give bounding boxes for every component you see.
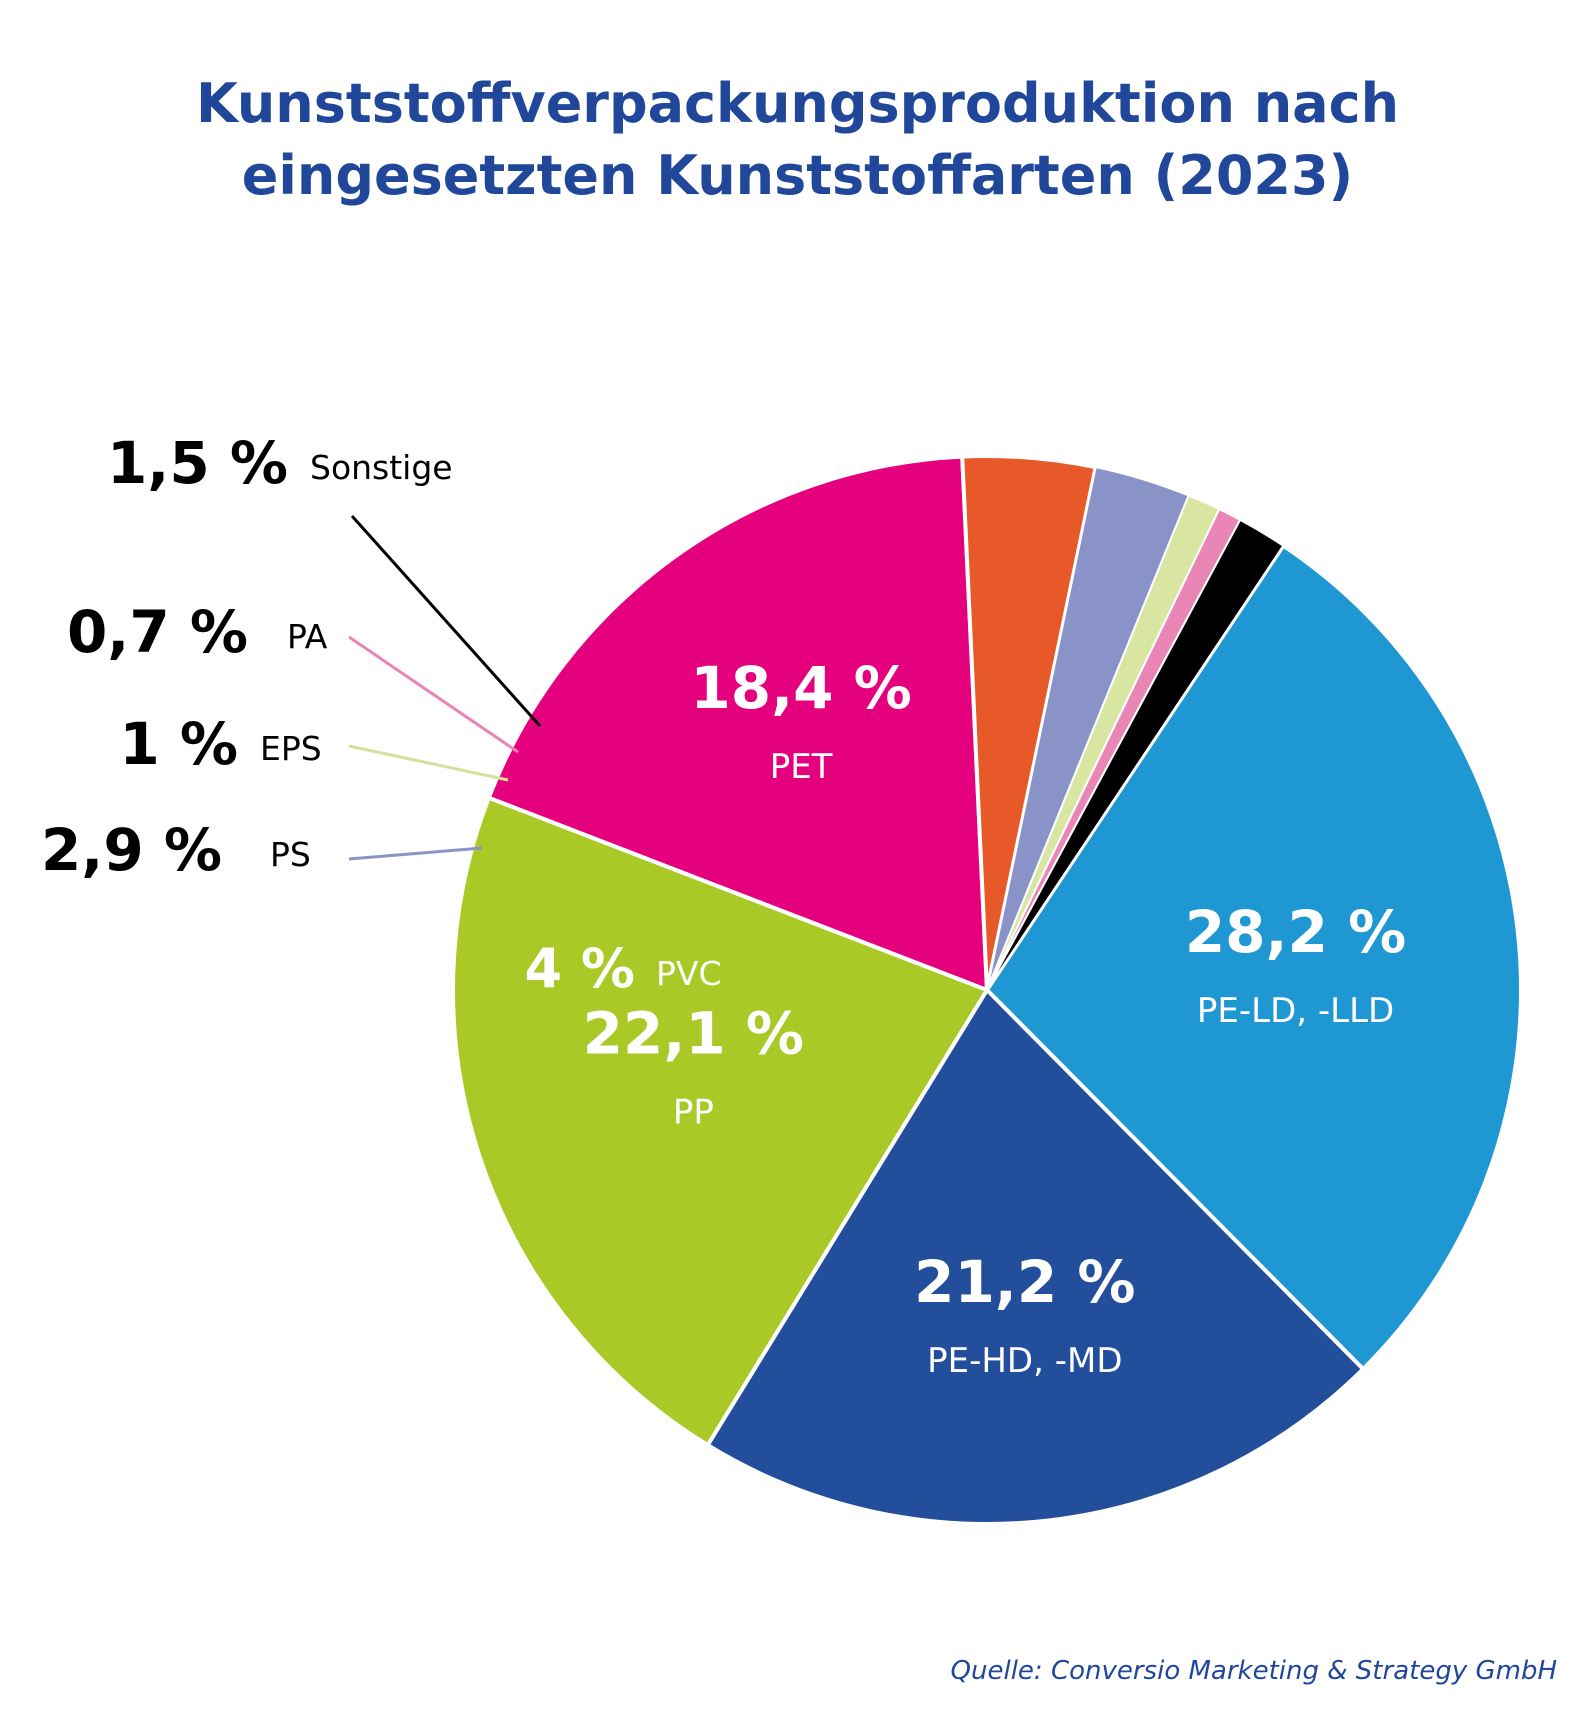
leader-line-eps [348, 744, 509, 782]
category-label-pe-hd-md: PE-HD, -MD [927, 1341, 1122, 1381]
category-label-pvc: PVC [656, 954, 722, 993]
pie-slice-pe-hd-md [705, 988, 1366, 1526]
pie-slice-pe-ld-lld [985, 543, 1523, 1372]
chart-title-line-1: Kunststoffverpackungsproduktion nach [195, 72, 1400, 135]
pie-slice-pp [451, 795, 989, 1448]
source-note: Quelle: Conversio Marketing & Strategy G… [950, 1656, 1557, 1686]
value-label-sonstige: 1,5 % [107, 429, 288, 497]
category-label-pp: PP [673, 1092, 714, 1132]
value-label-pe-ld-lld: 28,2 % [1185, 898, 1406, 966]
value-label-ps: 2,9 % [41, 816, 222, 884]
value-label-pa: 0,7 % [67, 598, 248, 666]
value-label-pp: 22,1 % [583, 999, 804, 1067]
category-label-eps: EPS [260, 729, 322, 768]
pie-slice-pet [486, 454, 989, 992]
category-label-pa: PA [287, 617, 328, 656]
category-label-sonstige: Sonstige [310, 448, 453, 487]
value-label-pe-hd-md: 21,2 % [914, 1248, 1135, 1316]
category-label-pet: PET [770, 747, 833, 787]
value-label-pvc: 4 % [525, 937, 635, 1000]
leader-line-pa [348, 635, 519, 754]
pie-slice-sonstige [986, 518, 1285, 991]
category-label-pe-ld-lld: PE-LD, -LLD [1197, 991, 1394, 1031]
value-label-eps: 1 % [119, 710, 238, 778]
category-label-ps: PS [270, 835, 311, 874]
value-label-pet: 18,4 % [690, 654, 911, 722]
chart-title-line-2: eingesetzten Kunststoffarten (2023) [241, 144, 1354, 207]
chart-title: Kunststoffverpackungsproduktion nach ein… [0, 68, 1595, 212]
leader-line-ps [348, 846, 483, 861]
leader-line-sonstige [350, 514, 542, 728]
